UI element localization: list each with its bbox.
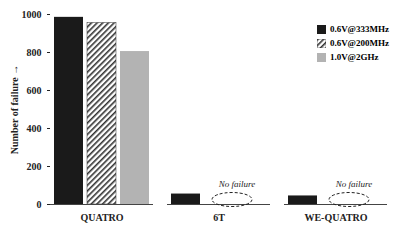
svg-text:1000: 1000: [22, 9, 42, 20]
html-text:0.6V@333MHz: 0.6V@333MHz: [329, 24, 389, 34]
svg-text:0: 0: [37, 199, 42, 210]
html-text:1.0V@2GHz: 1.0V@2GHz: [329, 52, 379, 62]
svg-text:6T: 6T: [213, 212, 225, 223]
svg-text:QUATRO: QUATRO: [80, 212, 123, 223]
html-text:0.6V@200MHz: 0.6V@200MHz: [329, 38, 389, 48]
svg-text:200: 200: [27, 161, 42, 172]
svg-text:WE-QUATRO: WE-QUATRO: [304, 212, 367, 223]
svg-text:800: 800: [27, 47, 42, 58]
svg-text:No failure: No failure: [218, 179, 255, 189]
svg-text:Number of failure →: Number of failure →: [9, 65, 20, 154]
svg-text:400: 400: [27, 123, 42, 134]
svg-text:600: 600: [27, 85, 42, 96]
svg-text:No failure: No failure: [335, 179, 372, 189]
